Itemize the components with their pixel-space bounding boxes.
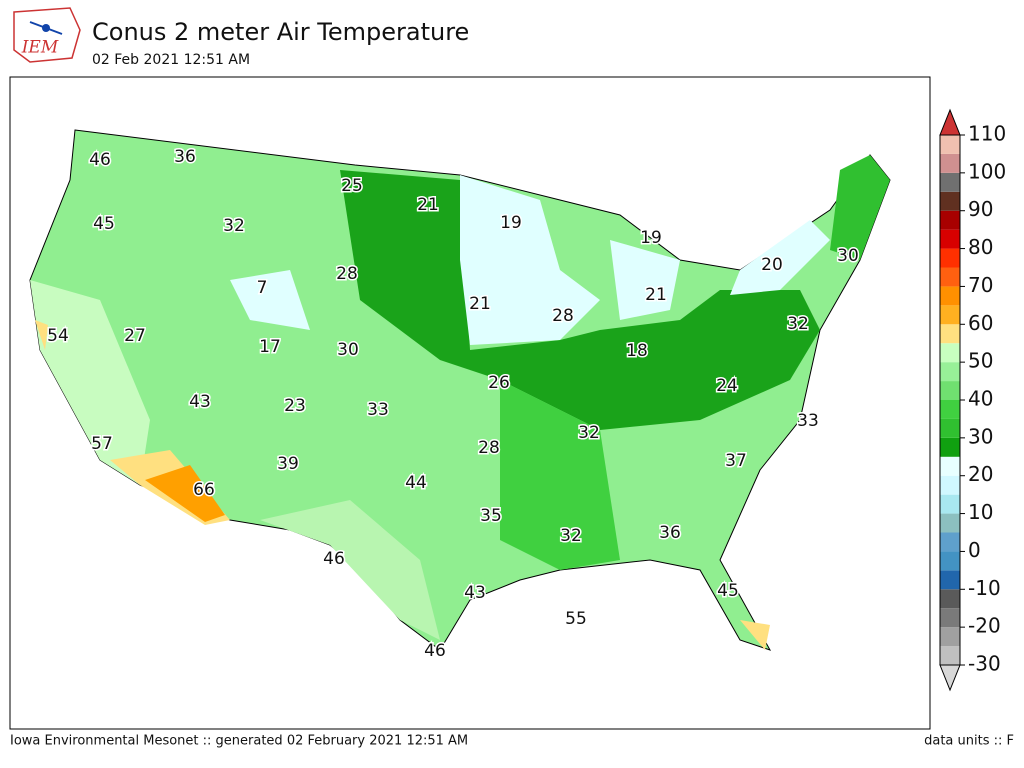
colorbar-segment: [940, 267, 960, 287]
footer-right: data units :: F: [924, 734, 1014, 749]
colorbar-segment: [940, 627, 960, 647]
colorbar: -30 -20 -10 0 10 20 30 40 50 60 70 80 90 100 110: [939, 108, 1006, 692]
colorbar-segment: [940, 475, 960, 495]
temp-label: 30: [337, 340, 359, 360]
colorbar-segment: [940, 646, 960, 665]
temp-label: 46: [89, 150, 111, 170]
temp-label: 23: [284, 396, 306, 416]
temp-label: 33: [797, 411, 819, 431]
colorbar-segment: [940, 437, 960, 457]
temp-label: 39: [277, 454, 299, 474]
colorbar-segment: [940, 229, 960, 249]
colorbar-segment: [940, 153, 960, 173]
colorbar-tick-label: 70: [968, 273, 993, 297]
temp-label: 45: [717, 581, 739, 601]
colorbar-tick-label: -20: [968, 614, 1001, 638]
temp-label: 19: [640, 228, 662, 248]
temp-label: 33: [367, 400, 389, 420]
colorbar-segment: [940, 494, 960, 514]
temp-label: 43: [464, 583, 486, 603]
colorbar-tick-label: 0: [968, 538, 981, 562]
colorbar-tick-label: 110: [968, 122, 1006, 146]
colorbar-segment: [940, 570, 960, 590]
colorbar-segment: [940, 172, 960, 192]
temp-label: 20: [761, 255, 783, 275]
temp-label: 36: [659, 523, 681, 543]
logo-text: IEM: [21, 38, 59, 58]
colorbar-tick-label: -10: [968, 576, 1001, 600]
colorbar-tick-label: 40: [968, 387, 993, 411]
temp-label: 32: [223, 216, 245, 236]
temp-label: 21: [469, 294, 491, 314]
temp-label: 55: [565, 609, 587, 629]
colorbar-segment: [940, 305, 960, 325]
temp-label: 19: [500, 213, 522, 233]
temp-label: 21: [417, 195, 439, 215]
temp-label: 66: [193, 480, 215, 500]
colorbar-segment: [940, 362, 960, 382]
temp-label: 35: [480, 506, 502, 526]
colorbar-segment: [940, 248, 960, 268]
colorbar-segment: [940, 191, 960, 211]
temp-label: 21: [645, 285, 667, 305]
colorbar-tick-label: 20: [968, 462, 993, 486]
colorbar-segment: [940, 532, 960, 552]
colorbar-segment: [940, 589, 960, 609]
colorbar-segment: [940, 210, 960, 230]
colorbar-segment: [940, 135, 960, 154]
temp-label: 25: [341, 176, 363, 196]
colorbar-tick-label: 90: [968, 197, 993, 221]
temp-label: 28: [478, 438, 500, 458]
temp-label: 32: [787, 314, 809, 334]
temp-label: 54: [47, 326, 69, 346]
colorbar-extend-low: [939, 664, 961, 692]
temp-label: 32: [578, 423, 600, 443]
logo: IEM: [13, 7, 81, 63]
temp-label: 18: [626, 341, 648, 361]
colorbar-tick-label: 60: [968, 311, 993, 335]
temp-label: 28: [552, 306, 574, 326]
temp-label: 30: [837, 246, 859, 266]
temp-label: 57: [91, 434, 113, 454]
colorbar-segment: [940, 400, 960, 419]
subtitle: 02 Feb 2021 12:51 AM: [92, 52, 250, 68]
colorbar-tick-label: 80: [968, 235, 993, 259]
title: Conus 2 meter Air Temperature: [92, 18, 469, 46]
colorbar-segment: [940, 513, 960, 533]
temp-label: 28: [336, 264, 358, 284]
temp-label: 44: [405, 473, 427, 493]
temp-label: 27: [124, 326, 146, 346]
colorbar-tick-label: -30: [968, 652, 1001, 676]
colorbar-tick-label: 30: [968, 424, 993, 448]
colorbar-segment: [940, 456, 960, 476]
colorbar-segment: [940, 551, 960, 571]
temp-label: 46: [323, 549, 345, 569]
temp-label: 43: [189, 392, 211, 412]
colorbar-extend-high: [939, 108, 961, 136]
temp-label: 17: [259, 337, 281, 357]
temp-label: 36: [174, 147, 196, 167]
temp-label: 24: [716, 376, 738, 396]
temp-label: 46: [424, 641, 446, 661]
colorbar-segment: [940, 286, 960, 306]
colorbar-segment: [940, 608, 960, 628]
colorbar-tick-label: 100: [968, 159, 1006, 183]
footer-left: Iowa Environmental Mesonet :: generated …: [10, 734, 468, 749]
colorbar-segment: [940, 381, 960, 400]
colorbar-segment: [940, 343, 960, 363]
temp-label: 45: [93, 214, 115, 234]
map-fill: [29, 129, 891, 651]
temp-label: 7: [257, 278, 268, 298]
colorbar-tick-label: 10: [968, 500, 993, 524]
temp-label: 32: [560, 526, 582, 546]
temp-label: 37: [725, 451, 747, 471]
colorbar-segment: [940, 418, 960, 438]
colorbar-segment: [940, 324, 960, 344]
map-labels: 46 36 25 21 19 19 45 32 28 7 21 28 21 20 30 54 27 17 30 18 3…: [46, 146, 861, 663]
temp-label: 26: [488, 373, 510, 393]
colorbar-tick-label: 50: [968, 349, 993, 373]
